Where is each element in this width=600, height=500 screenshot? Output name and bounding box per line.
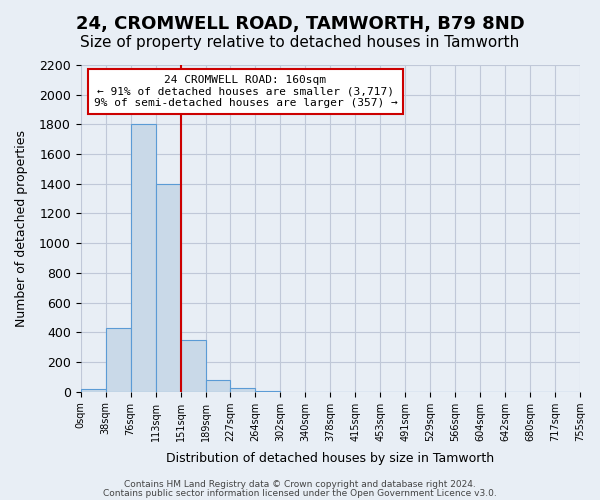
Text: 24, CROMWELL ROAD, TAMWORTH, B79 8ND: 24, CROMWELL ROAD, TAMWORTH, B79 8ND [76, 15, 524, 33]
Bar [256, 391, 280, 392]
Bar [181, 340, 206, 392]
Bar [155, 184, 181, 392]
Y-axis label: Number of detached properties: Number of detached properties [15, 130, 28, 327]
X-axis label: Distribution of detached houses by size in Tamworth: Distribution of detached houses by size … [166, 452, 494, 465]
Bar [230, 388, 256, 392]
Bar [131, 124, 155, 392]
Text: Size of property relative to detached houses in Tamworth: Size of property relative to detached ho… [80, 35, 520, 50]
Bar [206, 380, 230, 392]
Bar [106, 328, 131, 392]
Bar [81, 388, 106, 392]
Text: 24 CROMWELL ROAD: 160sqm
← 91% of detached houses are smaller (3,717)
9% of semi: 24 CROMWELL ROAD: 160sqm ← 91% of detach… [94, 75, 397, 108]
Text: Contains HM Land Registry data © Crown copyright and database right 2024.: Contains HM Land Registry data © Crown c… [124, 480, 476, 489]
Text: Contains public sector information licensed under the Open Government Licence v3: Contains public sector information licen… [103, 488, 497, 498]
